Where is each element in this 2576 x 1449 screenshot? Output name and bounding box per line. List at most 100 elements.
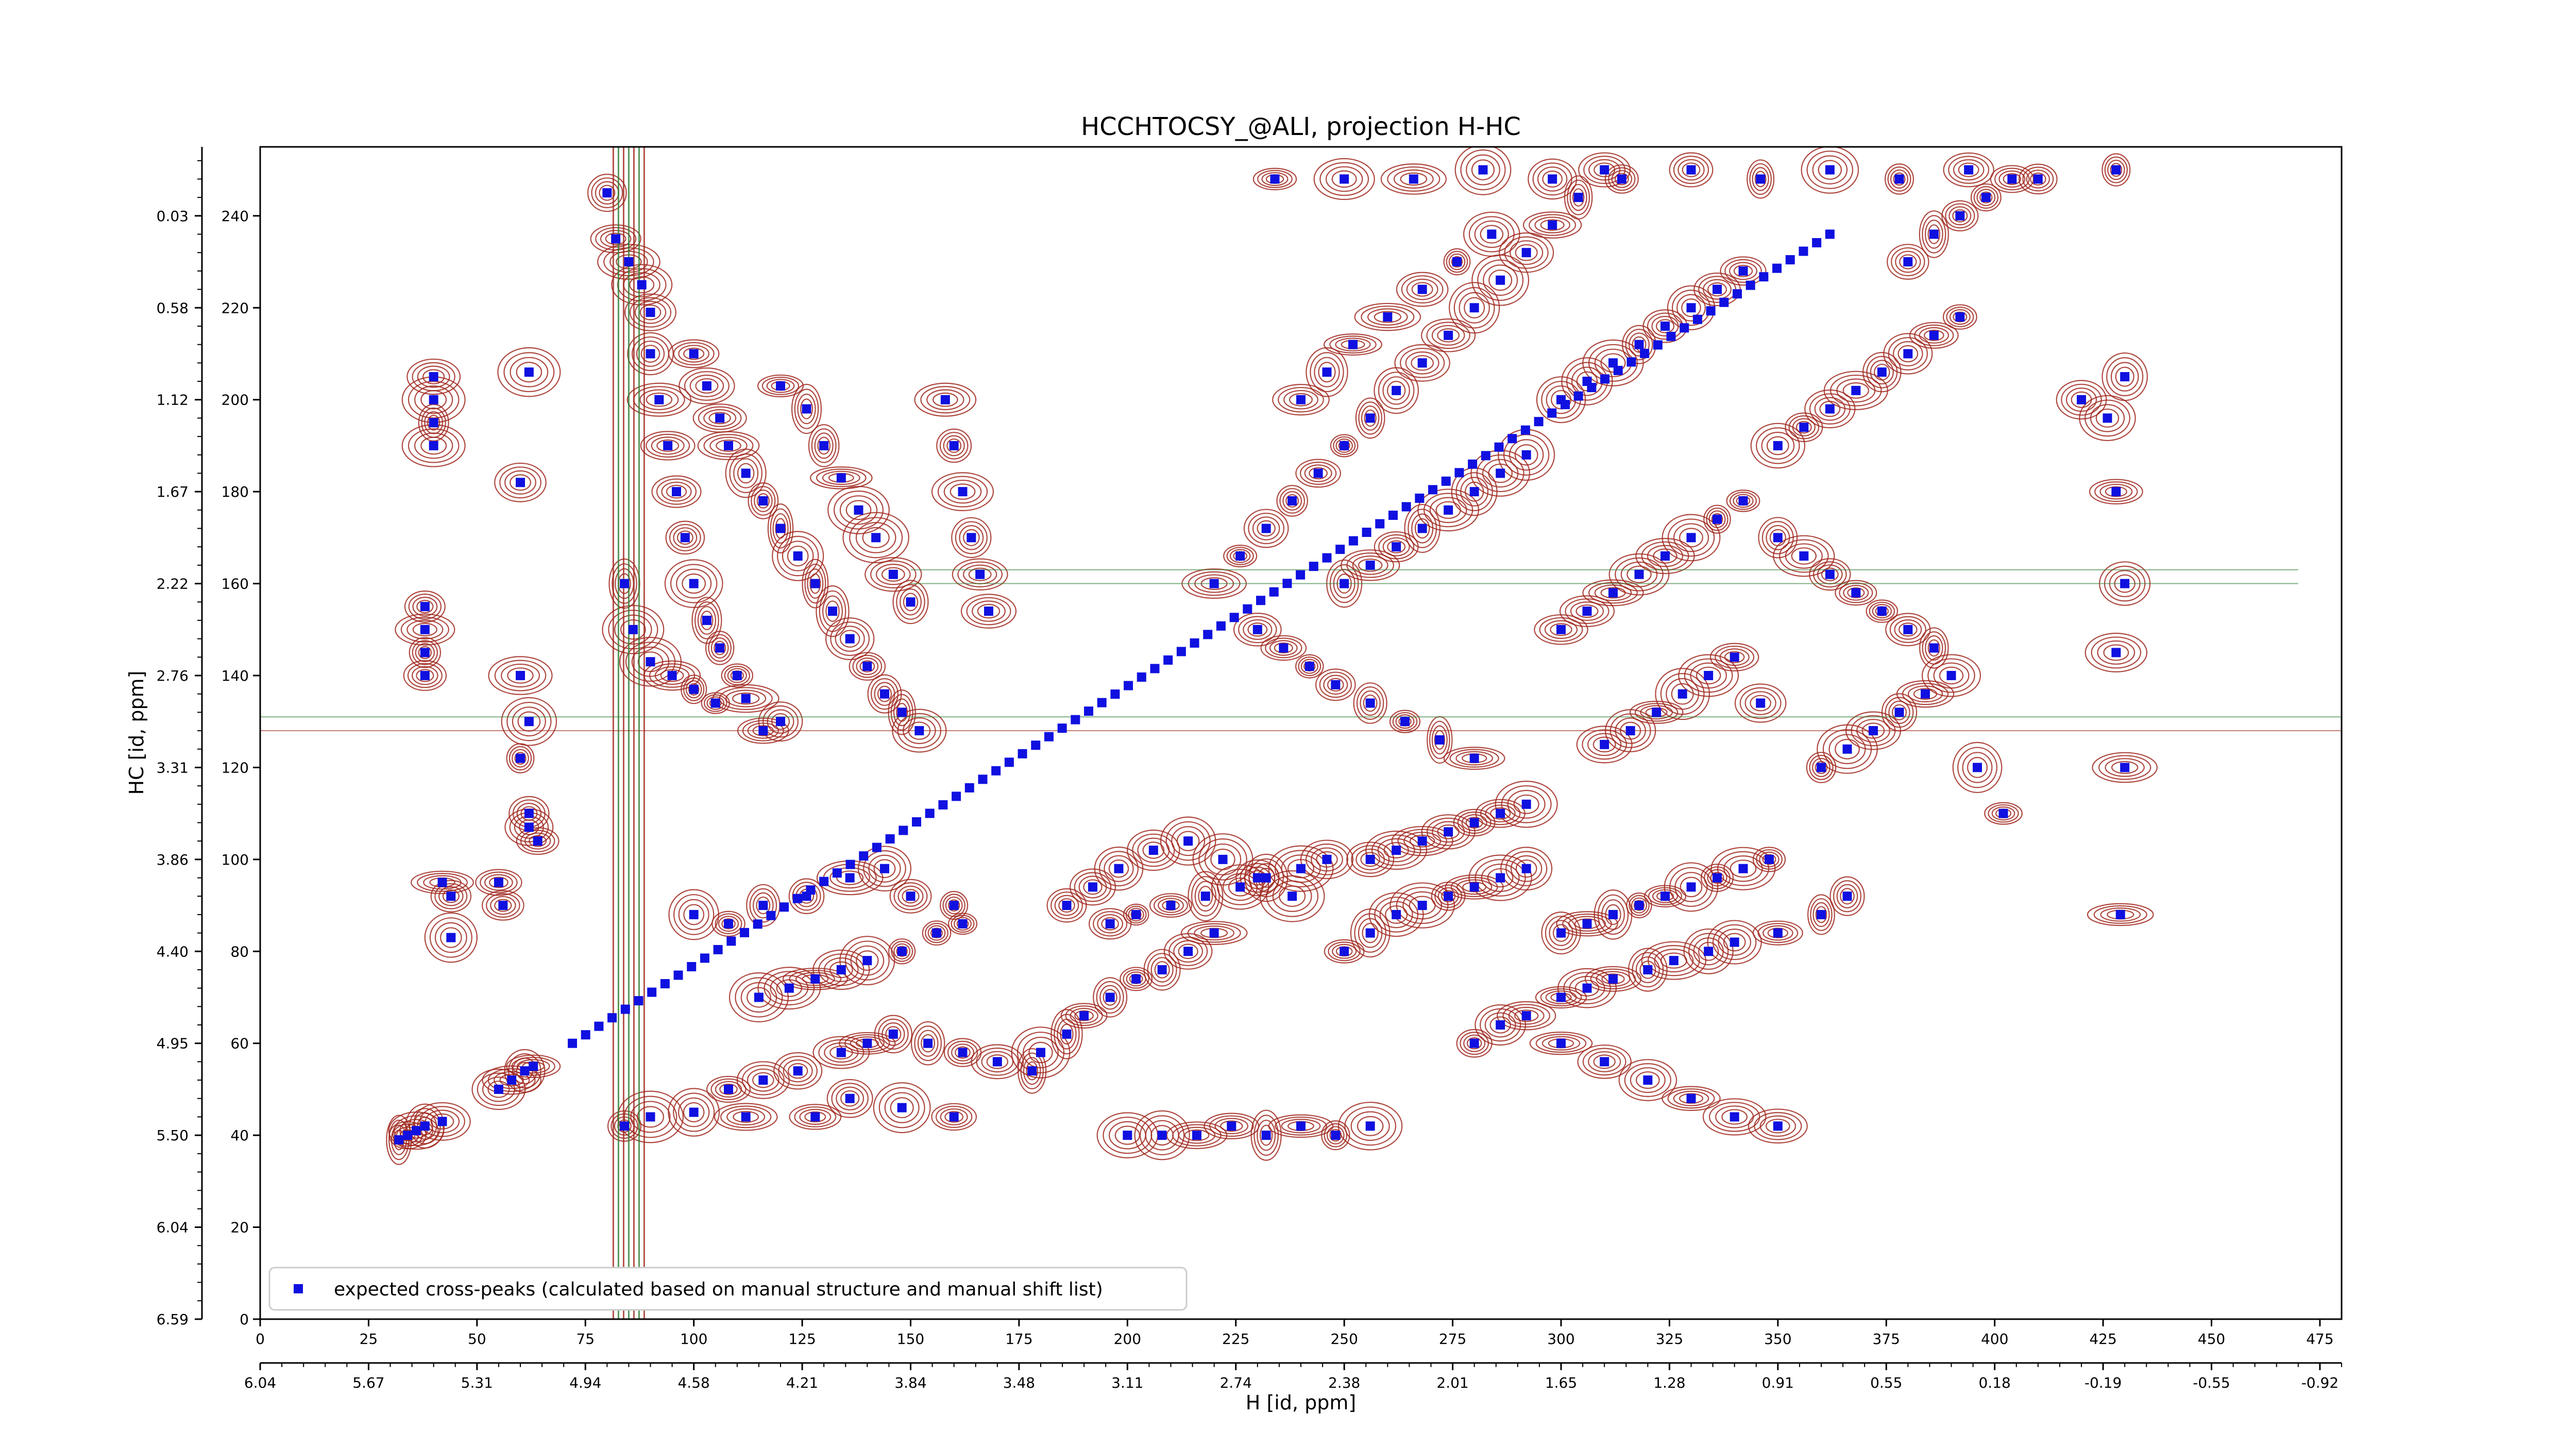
cross-peak-marker (1383, 312, 1393, 322)
y-tick-label: 0 (240, 1311, 249, 1328)
cross-peak-marker (494, 1084, 503, 1094)
diagonal-peak-marker (1216, 621, 1226, 631)
cross-peak-marker (1730, 937, 1739, 947)
diagonal-peak-marker (1547, 408, 1557, 418)
cross-peak-marker (520, 1066, 530, 1076)
cross-peak-marker (672, 487, 681, 497)
cross-peak-marker (802, 404, 811, 414)
cross-peak-marker (689, 909, 699, 919)
cross-peak-marker (516, 670, 525, 680)
cross-peak-marker (1817, 763, 1826, 772)
legend-marker-swatch (294, 1284, 303, 1293)
cross-peak-marker (1105, 919, 1115, 929)
diagonal-peak-marker (1772, 263, 1782, 273)
cross-peak-marker (680, 533, 690, 543)
y-axis: 0 6.59 20 6.04 40 5.50 60 4.95 80 4.40 100 3.86 120 3… (157, 147, 260, 1328)
cross-peak-marker (689, 349, 699, 359)
x-ppm-tick-label: 0.91 (1762, 1374, 1794, 1391)
peak-contour (1887, 244, 1929, 280)
cross-peak-marker (1981, 193, 1991, 203)
diagonal-peak-marker (1388, 510, 1398, 520)
x-tick-label: 75 (576, 1330, 595, 1347)
diagonal-peak-marker (673, 970, 683, 980)
peak-contour (802, 559, 829, 609)
cross-peak-marker (437, 878, 447, 887)
cross-peak-marker (2120, 372, 2130, 382)
peak-contour (1582, 579, 1644, 606)
peak-contour (772, 531, 824, 581)
peak-contour (748, 482, 779, 519)
diagonal-peak-marker (1692, 314, 1702, 324)
peak-contour (1341, 549, 1400, 581)
peak-contour (1315, 668, 1356, 701)
cross-peak-marker (1340, 579, 1349, 588)
peak-contour (857, 846, 912, 892)
cross-peak-marker (1400, 717, 1410, 727)
cross-peak-marker (1340, 947, 1349, 956)
cross-peak-marker (1643, 965, 1653, 974)
x-ppm-tick-label: 3.84 (894, 1374, 926, 1391)
peak-contour (1883, 333, 1933, 375)
diagonal-peak-marker (792, 894, 802, 903)
peak-contour (1626, 892, 1652, 919)
cross-peak-marker (1417, 901, 1427, 911)
peak-contour (1180, 921, 1248, 945)
diagonal-peak-marker (1573, 391, 1583, 401)
cross-peak-marker (1608, 588, 1618, 598)
peak-contour (1143, 949, 1181, 991)
cross-peak-marker (1973, 763, 1982, 772)
diagonal-peak-marker (819, 877, 829, 886)
cross-peak-marker (1608, 974, 1618, 984)
peak-contour (2056, 380, 2107, 420)
x-tick-label: 300 (1547, 1330, 1574, 1347)
peak-contour (1829, 876, 1865, 916)
peak-contour (827, 485, 890, 534)
cross-peak-marker (1894, 707, 1904, 717)
peak-contour (1655, 668, 1710, 720)
cross-peak-marker (845, 634, 855, 644)
cross-peak-marker (828, 606, 837, 616)
peak-contour (1970, 183, 2002, 212)
x-ppm-tick-label: 4.21 (786, 1374, 818, 1391)
cross-peak-marker (1148, 846, 1158, 855)
cross-peak-marker (689, 1107, 699, 1117)
cross-peak-marker (1296, 395, 1306, 405)
peak-contour (1396, 272, 1449, 307)
diagonal-peak-marker (740, 928, 750, 937)
diagonal-peak-marker (885, 834, 895, 844)
diagonal-peak-marker (660, 979, 670, 989)
cross-peak-marker (1756, 174, 1766, 184)
peak-contour (943, 1038, 982, 1067)
peak-contour (424, 912, 478, 963)
cross-peak-marker (1487, 229, 1497, 239)
cross-peak-marker (1582, 606, 1592, 616)
peak-contour (1703, 504, 1731, 534)
cross-peak-marker (984, 606, 993, 616)
diagonal-peak-marker (1031, 740, 1041, 750)
peak-contour (874, 1015, 912, 1054)
cross-peak-marker (1773, 533, 1783, 543)
cross-peak-marker (1218, 854, 1228, 864)
diagonal-peak-marker (1190, 638, 1199, 648)
peak-contour (1896, 680, 1955, 708)
cross-peak-marker (1444, 827, 1453, 837)
cross-peak-marker (1252, 873, 1262, 883)
cross-peak-marker (420, 1121, 430, 1131)
cross-peak-marker (524, 808, 534, 818)
cross-peak-marker (2120, 763, 2130, 772)
peak-contour (624, 293, 676, 331)
peak-contour (1594, 889, 1633, 940)
cross-peak-marker (1252, 625, 1262, 634)
cross-peak-marker (1496, 468, 1505, 478)
peak-contour (1577, 1044, 1632, 1079)
peak-contour (1259, 870, 1325, 922)
cross-peak-marker (967, 533, 976, 543)
cross-peak-marker (1417, 358, 1427, 368)
diagonal-peak-marker (1282, 579, 1292, 588)
peak-contour (1337, 1102, 1403, 1151)
peak-contour (1127, 829, 1180, 871)
cross-peak-marker (741, 468, 751, 478)
cross-peak-marker (646, 349, 655, 359)
contour-layer (260, 147, 2342, 1319)
cross-peak-marker (1209, 928, 1219, 938)
